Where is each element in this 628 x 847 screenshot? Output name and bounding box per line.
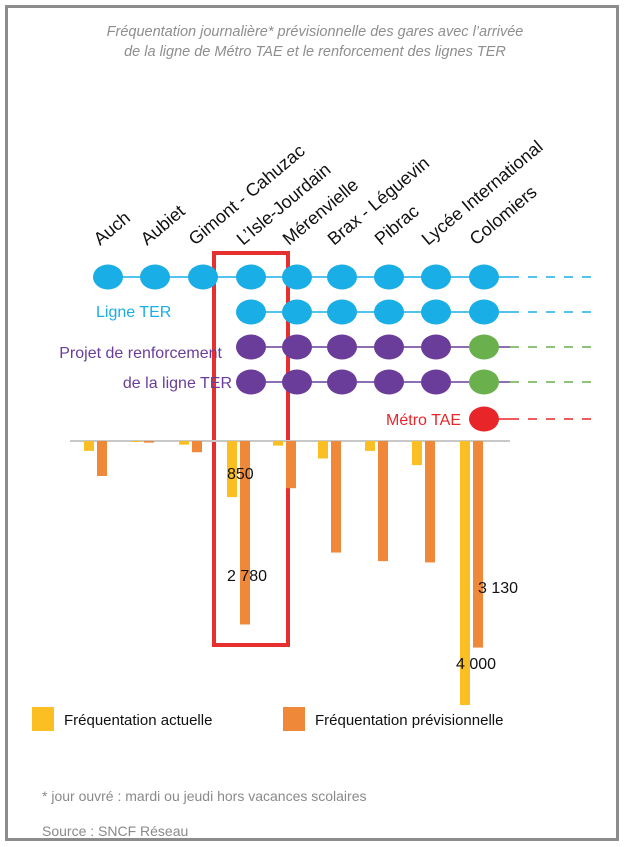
data-label: 850	[227, 466, 254, 483]
station-dot	[236, 264, 266, 290]
bar-previsionnelle	[473, 441, 483, 648]
station-dot	[374, 264, 404, 290]
bar-previsionnelle	[192, 441, 202, 453]
data-label: 2 780	[227, 568, 267, 585]
station-label: Auch	[90, 207, 134, 249]
station-dot	[327, 264, 357, 290]
legend-label-actuelle: Fréquentation actuelle	[64, 712, 212, 729]
station-dot	[374, 299, 404, 325]
station-label: Aubiet	[137, 201, 189, 249]
station-dot	[236, 299, 266, 325]
bar-previsionnelle	[286, 441, 296, 489]
chart-frame	[5, 5, 619, 841]
bar-previsionnelle	[378, 441, 388, 562]
station-dot	[282, 264, 312, 290]
station-dot	[374, 334, 404, 360]
station-dot	[140, 264, 170, 290]
station-dot	[236, 369, 266, 395]
source: Source : SNCF Réseau	[42, 823, 189, 839]
bar-actuelle	[365, 441, 375, 451]
station-dot	[469, 406, 499, 432]
station-dot	[93, 264, 123, 290]
station-dot	[469, 264, 499, 290]
station-dot	[421, 334, 451, 360]
station-dot	[469, 369, 499, 395]
bar-actuelle	[179, 441, 189, 445]
line-label-renfort-1: Projet de renforcement	[59, 345, 222, 362]
title-line-2: de la ligne de Métro TAE et le renforcem…	[124, 44, 506, 60]
station-dot	[469, 334, 499, 360]
bar-previsionnelle	[425, 441, 435, 563]
bar-previsionnelle	[331, 441, 341, 553]
station-dot	[327, 369, 357, 395]
legend-swatch-actuelle	[32, 707, 54, 731]
footnote: * jour ouvré : mardi ou jeudi hors vacan…	[42, 788, 367, 804]
bar-actuelle	[84, 441, 94, 451]
bar-actuelle	[227, 441, 237, 498]
bar-previsionnelle	[240, 441, 250, 625]
bar-actuelle	[318, 441, 328, 459]
bar-previsionnelle	[97, 441, 107, 476]
bar-actuelle	[412, 441, 422, 466]
station-dot	[421, 299, 451, 325]
station-dot	[469, 299, 499, 325]
station-dot	[327, 299, 357, 325]
legend-label-previsionnelle: Fréquentation prévisionnelle	[315, 712, 503, 729]
station-dot	[282, 299, 312, 325]
station-dot	[421, 264, 451, 290]
station-dot	[421, 369, 451, 395]
station-dot	[282, 369, 312, 395]
bar-previsionnelle	[144, 441, 154, 443]
chart-title: Fréquentation journalière* prévisionnell…	[20, 22, 610, 62]
title-line-1: Fréquentation journalière* prévisionnell…	[106, 24, 524, 40]
station-dot	[188, 264, 218, 290]
station-dot	[327, 334, 357, 360]
legend-swatch-previsionnelle	[283, 707, 305, 731]
bar-actuelle	[460, 441, 470, 705]
line-label-ter: Ligne TER	[96, 304, 171, 321]
line-label-renfort-2: de la ligne TER	[123, 375, 232, 392]
station-dot	[282, 334, 312, 360]
station-dot	[374, 369, 404, 395]
data-label: 4 000	[456, 656, 496, 673]
data-label: 3 130	[478, 580, 518, 597]
line-label-metro: Métro TAE	[386, 412, 461, 429]
bar-actuelle	[131, 441, 141, 442]
bar-actuelle	[273, 441, 283, 446]
station-dot	[236, 334, 266, 360]
